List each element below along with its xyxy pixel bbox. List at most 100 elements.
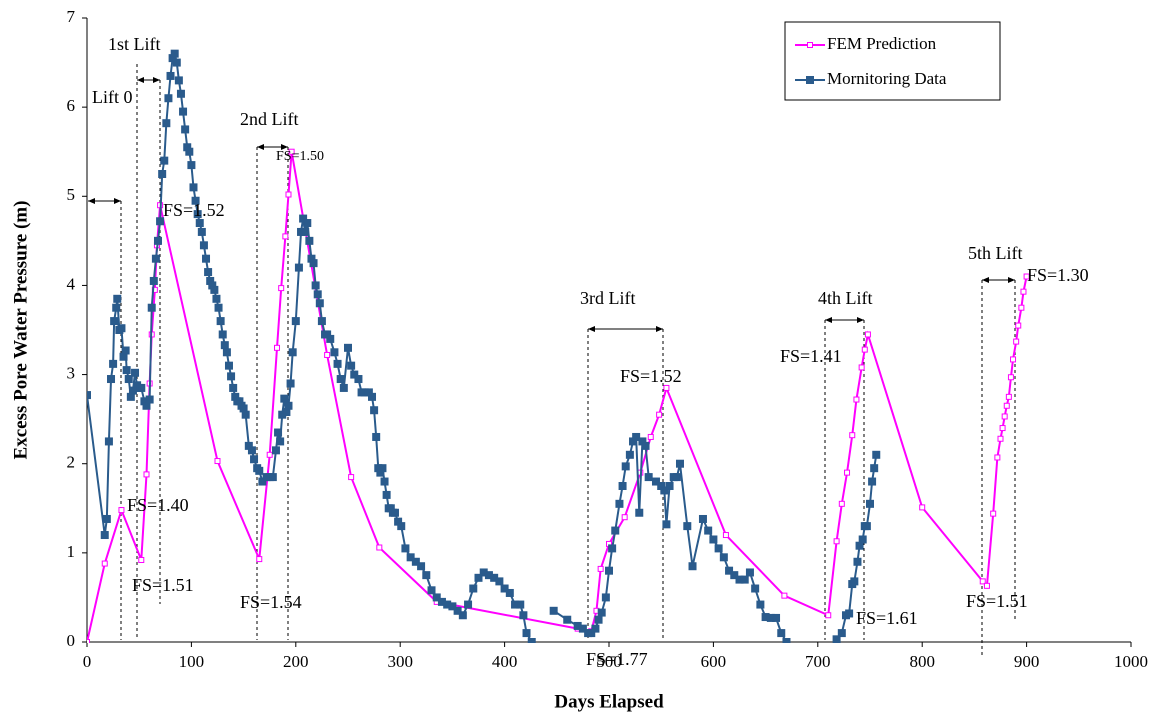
data-point [601,593,610,602]
y-tick-label: 0 [67,631,76,650]
data-point [354,375,363,384]
data-point [286,379,295,388]
data-point [271,446,280,455]
data-point [288,148,295,155]
data-point [214,303,223,312]
data-point [872,450,881,459]
data-point [170,49,179,58]
data-point [378,464,387,473]
annotation: FS=1.50 [276,149,324,164]
data-point [164,94,173,103]
data-point [255,466,264,475]
data-point [427,586,436,595]
x-tick-label: 600 [701,652,727,671]
data-point [197,227,206,236]
annotation: Lift 0 [92,87,133,107]
data-point [845,609,854,618]
data-point [313,290,322,299]
data-point [704,526,713,535]
x-tick-label: 900 [1014,652,1040,671]
data-point [382,490,391,499]
data-point [979,578,986,585]
data-point [247,446,256,455]
data-point [220,341,229,350]
data-point [683,522,692,531]
data-point [181,125,190,134]
data-point [990,510,997,517]
data-point [635,508,644,517]
data-point [1005,393,1012,400]
annotation: FS=1.51 [132,575,194,595]
data-point [193,210,202,219]
data-point [179,107,188,116]
data-point [185,147,194,156]
annotation: FS=1.52 [620,366,682,386]
y-tick-label: 2 [67,453,76,472]
data-point [1003,402,1010,409]
y-tick-label: 3 [67,363,76,382]
data-point [151,254,160,263]
data-point [458,611,467,620]
data-point [258,477,267,486]
data-point [250,455,259,464]
data-point [305,236,314,245]
data-point [578,624,587,633]
data-point [339,383,348,392]
data-point [549,606,558,615]
data-point [500,584,509,593]
data-point [158,170,167,178]
data-point [782,638,791,643]
data-point [615,499,624,508]
data-point [849,432,856,439]
data-point [469,584,478,593]
data-point [218,330,227,339]
data-point [432,593,441,602]
data-point [276,437,285,446]
data-point [672,473,681,482]
data-point [333,359,342,368]
data-point [274,428,283,437]
data-point [1020,288,1027,295]
data-point [100,531,109,540]
data-point [516,600,525,609]
annotation: 3rd Lift [580,288,636,308]
data-point [216,317,225,326]
x-tick-label: 100 [179,652,205,671]
x-axis-title: Days Elapsed [554,691,664,712]
data-point [278,285,285,292]
data-point [153,236,162,245]
data-point [401,544,410,553]
data-point [853,557,862,566]
data-point [101,560,108,567]
data-point [104,437,113,446]
data-point [1018,304,1025,311]
data-point [166,71,175,80]
data-point [862,522,871,531]
annotation: 1st Lift [108,34,161,54]
data-point [315,299,324,308]
series-line [87,50,878,643]
data-point [113,294,122,303]
annotation: FS=1.77 [586,649,648,669]
data-point [227,372,236,381]
data-point [714,544,723,553]
data-point [527,638,536,643]
data-point [348,474,355,481]
data-point [719,553,728,562]
data-point [621,514,628,521]
data-point [833,538,840,545]
data-point [266,451,273,458]
data-point [372,432,381,441]
data-point [189,183,198,192]
data-point [330,348,339,357]
data-point [453,606,462,615]
data-point [137,383,146,392]
data-point [299,214,308,223]
y-tick-label: 5 [67,185,76,204]
data-point [861,346,868,353]
data-point [632,432,641,441]
data-point [838,500,845,507]
data-point [390,508,399,517]
data-point [309,259,318,268]
